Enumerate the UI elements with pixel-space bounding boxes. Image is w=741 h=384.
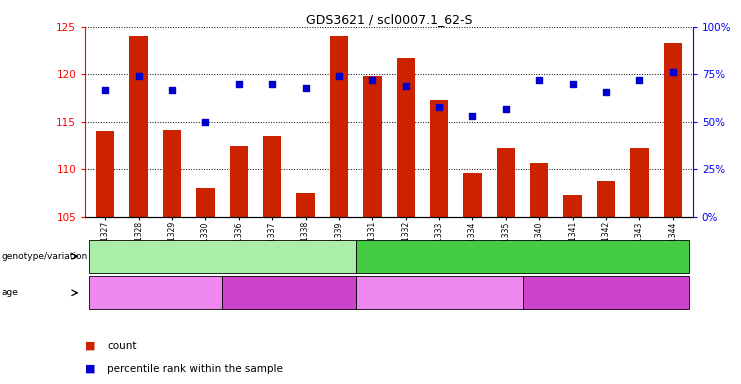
Text: 24 m: 24 m xyxy=(275,288,303,298)
Bar xyxy=(430,100,448,217)
Point xyxy=(133,73,144,79)
Point xyxy=(433,104,445,110)
Bar xyxy=(96,131,114,217)
Point xyxy=(400,83,412,89)
Text: age: age xyxy=(1,288,19,297)
Bar xyxy=(163,129,182,217)
Bar xyxy=(396,58,415,217)
Point xyxy=(166,86,178,93)
Text: genotype/variation: genotype/variation xyxy=(1,252,87,261)
Point xyxy=(266,81,278,87)
Text: 12 m: 12 m xyxy=(141,288,170,298)
Bar xyxy=(664,43,682,217)
Point xyxy=(366,77,378,83)
Text: YAC128: YAC128 xyxy=(502,251,544,262)
Bar xyxy=(563,195,582,217)
Bar xyxy=(530,163,548,217)
Bar xyxy=(230,146,248,217)
Bar xyxy=(196,189,215,217)
Bar xyxy=(463,173,482,217)
Text: percentile rank within the sample: percentile rank within the sample xyxy=(107,364,283,374)
Bar xyxy=(263,136,282,217)
Point xyxy=(99,86,111,93)
Point xyxy=(667,70,679,76)
Text: count: count xyxy=(107,341,137,351)
Point xyxy=(500,106,512,112)
Point xyxy=(600,88,612,94)
Bar xyxy=(296,193,315,217)
Text: 12 m: 12 m xyxy=(425,288,453,298)
Text: 24 m: 24 m xyxy=(592,288,620,298)
Point xyxy=(467,113,479,119)
Bar xyxy=(363,76,382,217)
Point xyxy=(199,119,211,125)
Title: GDS3621 / scl0007.1_62-S: GDS3621 / scl0007.1_62-S xyxy=(306,13,472,26)
Bar xyxy=(496,147,515,217)
Bar xyxy=(130,36,147,217)
Point xyxy=(333,73,345,79)
Bar xyxy=(631,147,648,217)
Text: wild type: wild type xyxy=(196,251,247,262)
Bar xyxy=(597,181,615,217)
Point xyxy=(567,81,579,87)
Point xyxy=(299,84,311,91)
Bar xyxy=(330,36,348,217)
Text: ■: ■ xyxy=(85,341,96,351)
Text: ■: ■ xyxy=(85,364,96,374)
Point xyxy=(534,77,545,83)
Point xyxy=(634,77,645,83)
Point xyxy=(233,81,245,87)
